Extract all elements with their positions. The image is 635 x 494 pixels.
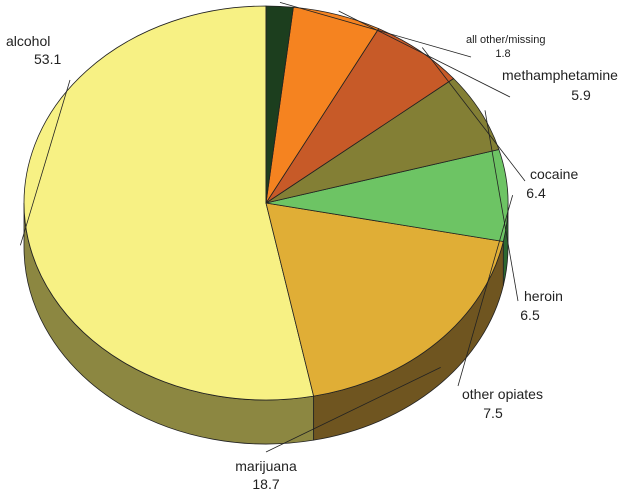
slice-value-alcohol: 53.1 [34, 51, 61, 67]
pie-slice-all-other-missing [265, 5, 294, 204]
slice-value-marijuana: 18.7 [252, 476, 279, 492]
leader-line-methamphetamine [338, 10, 511, 98]
slice-value-cocaine: 6.4 [526, 185, 546, 201]
slice-label-methamphetamine: methamphetamine [502, 67, 618, 83]
slice-label-marijuana: marijuana [235, 458, 297, 474]
slice-label-other-opiates: other opiates [462, 386, 543, 402]
pie-slice-marijuana [265, 202, 504, 397]
leader-line-heroin [484, 110, 519, 302]
slice-label-heroin: heroin [524, 288, 563, 304]
slice-value-all-other-missing: 1.8 [495, 48, 510, 60]
leader-line-cocaine [421, 47, 526, 182]
pie-slice-other-opiates [265, 149, 509, 242]
slice-label-all-other-missing: all other/missing [466, 34, 545, 46]
pie-slice-alcohol [23, 5, 315, 401]
leader-line-other-opiates [457, 194, 514, 387]
leader-lines [19, 1, 526, 453]
slice-value-other-opiates: 7.5 [483, 405, 503, 421]
slice-value-heroin: 6.5 [520, 307, 540, 323]
leader-line-marijuana [265, 367, 441, 453]
slice-label-alcohol: alcohol [6, 33, 50, 49]
leader-line-alcohol [19, 79, 71, 246]
leader-line-all-other-missing [279, 1, 472, 58]
slice-label-cocaine: cocaine [530, 166, 578, 182]
slice-value-methamphetamine: 5.9 [571, 87, 591, 103]
slice-labels: alcohol 53.1 marijuana 18.7 other opiates 7.5… [6, 33, 618, 492]
pie-slices [23, 5, 509, 401]
